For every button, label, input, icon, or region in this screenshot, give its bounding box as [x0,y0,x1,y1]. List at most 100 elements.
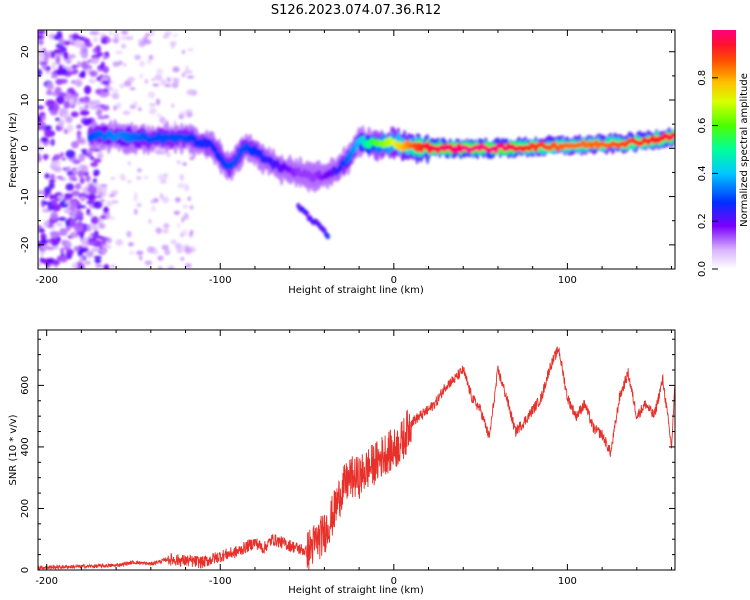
heatmap-noise-blob [45,99,55,108]
heatmap-noise-blob [164,248,171,256]
heatmap-noise-blob [89,30,100,36]
heatmap-noise-blob [95,45,102,54]
heatmap-noise-blob [91,247,101,252]
heatmap-noise-blob [127,76,135,83]
heatmap-noise-blob [87,193,97,202]
heatmap-noise-blob [52,238,60,246]
heatmap-noise-blob [108,80,115,85]
heatmap-noise-blob [78,72,86,79]
heatmap-noise-blob [77,249,84,257]
heatmap-noise-blob [96,108,103,117]
heatmap-noise-blob [79,111,88,116]
heatmap-noise-blob [51,160,61,167]
heatmap-noise-blob [113,32,120,40]
heatmap-noise-blob [84,104,89,109]
heatmap-noise-blob [46,246,55,251]
y-tick-label: 0 [20,145,31,151]
heatmap-noise-blob [139,73,144,80]
heatmap-noise-blob [187,196,191,202]
heatmap-noise-blob [86,250,94,258]
heatmap-noise-blob [184,247,192,255]
y-tick-label: 600 [20,376,31,395]
heatmap-noise-blob [159,150,168,155]
heatmap-noise-blob [51,203,61,212]
heatmap-noise-blob [111,92,120,100]
snr-plot-area [38,330,675,570]
heatmap-noise-blob [57,195,65,200]
heatmap-noise-blob [102,55,108,60]
heatmap-noise-blob [38,115,43,124]
heatmap-noise-blob [173,33,178,38]
heatmap-noise-blob [64,208,71,213]
heatmap-noise-blob [119,83,125,89]
heatmap-noise-blob [65,240,72,249]
heatmap-noise-blob [108,87,113,91]
heatmap-noise-blob [55,222,63,227]
heatmap-noise-blob [70,80,76,84]
heatmap-noise-blob [38,30,46,35]
heatmap-noise-blob [108,30,113,37]
snr-line [38,346,675,570]
colorbar-gradient [712,30,736,269]
heatmap-noise-blob [151,77,155,82]
heatmap-noise-blob [99,91,108,98]
heatmap-noise-blob [106,37,112,44]
heatmap-noise-blob [169,41,177,46]
heatmap-noise-blob [47,140,52,145]
heatmap-noise-blob [56,30,63,39]
snr-y-axis-label: SNR (10 * v/v) [8,414,19,485]
heatmap-noise-blob [108,216,116,220]
heatmap-noise-blob [66,124,74,133]
heatmap-noise-blob [173,120,177,126]
heatmap-noise-blob [178,113,185,120]
heatmap-noise-blob [186,75,195,79]
heatmap-noise-blob [148,218,152,225]
heatmap-noise-blob [121,43,127,49]
heatmap-noise-blob [134,54,141,61]
heatmap-noise-blob [189,229,194,235]
heatmap-noise-blob [65,116,73,124]
heatmap-noise-blob [152,248,159,255]
heatmap-noise-blob [76,36,84,41]
heatmap-noise-blob [163,223,170,229]
heatmap-noise-blob [167,265,175,269]
heatmap-noise-blob [179,174,184,182]
heatmap-noise-blob [92,178,98,184]
x-tick-label: -200 [35,576,58,587]
heatmap-noise-blob [127,242,134,247]
heatmap-ridge-cell [337,165,343,172]
heatmap-branch-cell [325,233,331,240]
heatmap-noise-blob [60,247,65,255]
heatmap-noise-blob [119,173,125,179]
heatmap-noise-blob [58,37,65,45]
heatmap-noise-blob [73,246,79,252]
heatmap-noise-blob [105,200,114,207]
heatmap-noise-blob [183,212,189,220]
heatmap-noise-blob [65,183,75,191]
spectrogram-y-axis-label: Frequency (Hz) [8,112,19,188]
heatmap-noise-blob [61,157,67,161]
heatmap-noise-blob [93,255,102,259]
x-tick-label: -100 [209,576,232,587]
heatmap-noise-blob [177,182,185,189]
heatmap-noise-blob [161,244,169,251]
spectrogram-frame [37,29,676,270]
heatmap-noise-blob [187,70,193,74]
heatmap-noise-blob [53,154,61,161]
heatmap-noise-blob [146,59,152,65]
heatmap-noise-blob [116,102,122,109]
x-tick-label: 100 [558,576,577,587]
heatmap-noise-blob [56,95,65,105]
heatmap-noise-blob [52,259,61,266]
heatmap-noise-blob [173,79,180,83]
heatmap-noise-blob [101,185,107,193]
heatmap-noise-blob [43,220,49,228]
heatmap-noise-blob [51,71,56,76]
heatmap-noise-blob [52,103,60,112]
heatmap-noise-blob [48,179,56,183]
heatmap-noise-blob [92,101,102,107]
heatmap-noise-blob [50,50,56,59]
heatmap-noise-blob [46,90,53,96]
heatmap-noise-blob [46,82,54,91]
